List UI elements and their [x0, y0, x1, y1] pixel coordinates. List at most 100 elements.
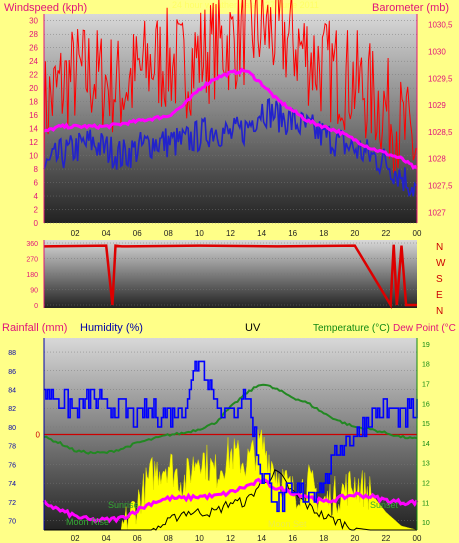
uv-series [44, 469, 417, 531]
humidity-y-tick-label: 86 [8, 369, 16, 376]
humidity-x-tick-label: 14 [257, 534, 266, 543]
compass-label: N [436, 242, 443, 253]
wind-y-tick-label: 16 [29, 111, 38, 120]
barometer-series [43, 67, 418, 170]
humidity-x-tick-label: 06 [133, 534, 142, 543]
barometer-y-tick-label: 1029,5 [428, 74, 453, 83]
compass-label: E [436, 290, 443, 301]
wind-x-tick-label: 10 [195, 229, 204, 238]
temperature-y-tick-label: 12 [422, 480, 430, 487]
temperature-series [43, 383, 418, 455]
wind-y-tick-label: 30 [29, 17, 38, 26]
moonrise-label: Moon Rise [66, 517, 109, 527]
wind-y-tick-label: 18 [29, 98, 38, 107]
wind-y-tick-label: 0 [34, 219, 39, 228]
wind-y-tick-label: 14 [29, 125, 38, 134]
temperature-y-tick-label: 11 [422, 500, 429, 507]
wind-y-tick-label: 2 [34, 206, 39, 215]
humidity-y-tick-label: 74 [8, 481, 16, 488]
wind-x-tick-label: 18 [319, 229, 328, 238]
humidity-x-tick-label: 18 [319, 534, 328, 543]
wind-x-tick-label: 00 [413, 229, 422, 238]
wind-direction-series [43, 244, 417, 310]
wind-y-tick-label: 10 [29, 152, 38, 161]
rain-y-tick-label: 0 [36, 430, 41, 439]
wind-x-tick-label: 22 [381, 229, 390, 238]
wind-y-tick-label: 6 [34, 179, 39, 188]
wind-y-tick-label: 26 [29, 44, 38, 53]
temperature-y-tick-label: 16 [422, 401, 430, 408]
humidity-y-tick-label: 80 [8, 425, 16, 432]
direction-y-tick-label: 180 [26, 272, 38, 279]
humidity-axis-title: Humidity (%) [80, 322, 143, 334]
humidity-y-tick-label: 82 [8, 406, 16, 413]
barometer-y-tick-label: 1028 [428, 155, 446, 164]
wind-y-tick-label: 24 [29, 57, 38, 66]
humidity-x-tick-label: 22 [381, 534, 390, 543]
compass-label: N [436, 306, 443, 317]
direction-y-tick-label: 270 [26, 257, 38, 264]
barometer-y-tick-label: 1030,5 [428, 21, 453, 30]
sunrise-label: Sunrise [108, 500, 139, 510]
wind-average-series [43, 98, 417, 197]
sunset-label: Sunset [370, 500, 399, 510]
humidity-y-tick-label: 76 [8, 462, 16, 469]
wind-x-tick-label: 04 [102, 229, 111, 238]
barometer-y-tick-label: 1029 [428, 101, 446, 110]
humidity-x-tick-label: 08 [164, 534, 173, 543]
temperature-y-tick-label: 10 [422, 520, 430, 527]
direction-y-tick-label: 0 [34, 303, 38, 310]
humidity-x-tick-label: 04 [102, 534, 111, 543]
rainfall-axis-title: Rainfall (mm) [2, 322, 67, 334]
barometer-y-tick-label: 1027 [428, 208, 446, 217]
wind-x-tick-label: 02 [71, 229, 80, 238]
humidity-x-tick-label: 02 [71, 534, 80, 543]
direction-y-tick-label: 360 [26, 241, 38, 248]
humidity-x-tick-label: 20 [350, 534, 359, 543]
humidity-x-tick-label: 10 [195, 534, 204, 543]
wind-y-tick-label: 28 [29, 30, 38, 39]
wind-gust-series [43, 0, 417, 175]
temperature-axis-title: Temperature (°C) [313, 323, 390, 334]
barometer-y-tick-label: 1028,5 [428, 128, 453, 137]
temperature-y-tick-label: 19 [422, 342, 430, 349]
barometer-axis-title: Barometer (mb) [372, 2, 449, 14]
temperature-y-tick-label: 14 [422, 441, 430, 448]
direction-y-tick-label: 90 [30, 288, 38, 295]
compass-label: W [436, 258, 446, 269]
temperature-y-tick-label: 18 [422, 362, 430, 369]
temperature-y-tick-label: 13 [422, 461, 430, 468]
humidity-series [44, 360, 418, 513]
humidity-x-tick-label: 16 [288, 534, 297, 543]
barometer-y-tick-label: 1030 [428, 48, 446, 57]
wind-y-tick-label: 8 [34, 165, 39, 174]
humidity-y-tick-label: 84 [8, 388, 16, 395]
humidity-x-tick-label: 00 [413, 534, 422, 543]
wind-x-tick-label: 08 [164, 229, 173, 238]
uv-axis-title: UV [245, 322, 261, 334]
humidity-y-tick-label: 72 [8, 500, 16, 507]
windspeed-axis-title: Windspeed (kph) [4, 2, 87, 14]
temperature-y-tick-label: 15 [422, 421, 430, 428]
wind-x-tick-label: 16 [288, 229, 297, 238]
wind-x-tick-label: 20 [350, 229, 359, 238]
wind-y-tick-label: 22 [29, 71, 38, 80]
wind-x-tick-label: 14 [257, 229, 266, 238]
compass-label: S [436, 274, 443, 285]
wind-y-tick-label: 20 [29, 84, 38, 93]
wind-x-tick-label: 06 [133, 229, 142, 238]
wind-y-tick-label: 12 [29, 138, 38, 147]
humidity-x-tick-label: 12 [226, 534, 235, 543]
humidity-y-tick-label: 70 [8, 519, 16, 526]
humidity-y-tick-label: 78 [8, 444, 16, 451]
dewpoint-axis-title: Dew Point (°C [393, 323, 456, 334]
humidity-y-tick-label: 88 [8, 350, 16, 357]
wind-y-tick-label: 4 [34, 192, 39, 201]
wind-x-tick-label: 12 [226, 229, 235, 238]
wind-plot-area [44, 14, 417, 223]
barometer-y-tick-label: 1027,5 [428, 181, 453, 190]
moonset-label: Moon Set [268, 519, 307, 529]
temperature-y-tick-label: 17 [422, 382, 430, 389]
